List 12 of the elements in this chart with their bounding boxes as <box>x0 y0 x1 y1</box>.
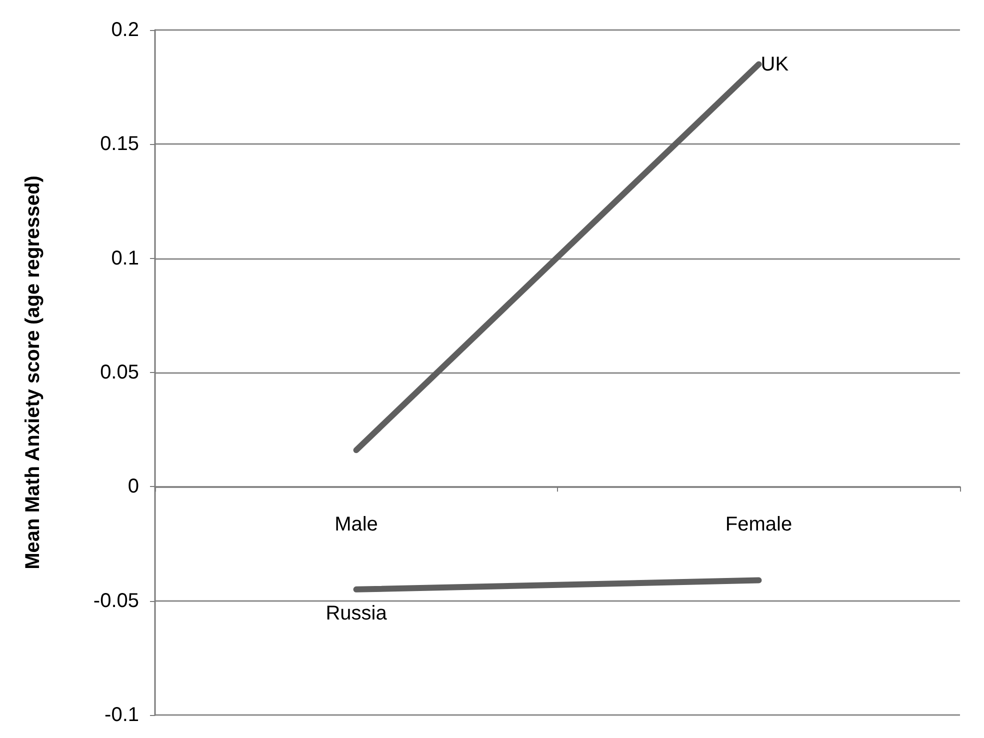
series-label: UK <box>760 53 790 76</box>
x-tick-label: Female <box>725 514 792 536</box>
y-tick-label: 0 <box>128 476 139 498</box>
y-axis-title: Mean Math Anxiety score (age regressed) <box>22 176 44 570</box>
y-tick-label: -0.05 <box>93 590 139 612</box>
x-tick-label: Male <box>334 514 378 536</box>
y-tick-label: 0.1 <box>111 247 139 270</box>
y-tick-label: 0.2 <box>111 19 139 41</box>
series-label: Russia <box>326 602 388 624</box>
y-tick-label: -0.1 <box>104 704 139 726</box>
y-tick-label: 0.15 <box>100 133 139 156</box>
y-tick-label: 0.05 <box>100 362 139 384</box>
